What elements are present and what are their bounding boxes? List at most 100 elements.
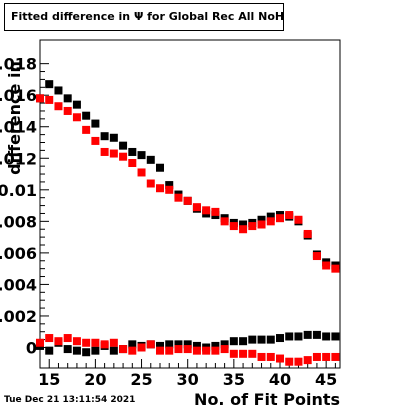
- data-point: [91, 346, 100, 355]
- data-point: [63, 94, 72, 103]
- data-point: [156, 341, 164, 350]
- y-tick-label: 0.012: [0, 149, 37, 168]
- data-point: [174, 340, 183, 349]
- y-tick-label: 0.014: [0, 118, 37, 137]
- data-point: [54, 102, 63, 111]
- data-point: [36, 94, 44, 103]
- data-point: [156, 163, 164, 172]
- data-point: [229, 349, 238, 358]
- data-point: [109, 338, 118, 347]
- data-point: [239, 337, 248, 346]
- data-point: [192, 203, 201, 212]
- x-tick-label: 45: [315, 370, 337, 389]
- data-point: [91, 136, 100, 145]
- data-point: [82, 348, 91, 357]
- data-point: [183, 196, 192, 205]
- data-point: [239, 349, 248, 358]
- data-point: [45, 80, 54, 89]
- data-point: [119, 141, 128, 150]
- data-point: [165, 181, 174, 190]
- y-tick-label: 0: [26, 339, 37, 358]
- data-point: [266, 217, 275, 226]
- data-point: [294, 357, 303, 366]
- data-point: [45, 346, 54, 355]
- data-point: [266, 335, 275, 344]
- data-point: [128, 159, 137, 167]
- data-point: [174, 345, 183, 354]
- data-point: [63, 106, 72, 115]
- data-point: [276, 354, 284, 363]
- data-point: [322, 261, 331, 270]
- data-point: [45, 334, 54, 343]
- data-point: [229, 337, 238, 346]
- data-point: [146, 179, 155, 188]
- data-point: [294, 215, 303, 224]
- data-point: [257, 220, 266, 229]
- data-point: [54, 86, 63, 95]
- data-point: [239, 225, 248, 234]
- data-point: [82, 338, 91, 347]
- data-point: [119, 152, 128, 161]
- y-axis-label: difference in: [5, 61, 24, 175]
- data-point: [109, 133, 118, 142]
- data-point: [109, 346, 118, 355]
- data-point: [331, 264, 340, 273]
- data-point: [248, 349, 257, 358]
- data-point: [276, 334, 284, 343]
- data-point: [82, 111, 91, 120]
- y-tick-label: 0.018: [0, 55, 37, 74]
- y-tick-label: 0.004: [0, 275, 37, 294]
- data-point: [100, 132, 109, 141]
- data-point: [72, 113, 81, 122]
- data-point: [285, 211, 294, 220]
- data-point: [220, 217, 229, 226]
- data-point: [229, 222, 238, 231]
- data-point: [174, 193, 183, 202]
- timestamp: Tue Dec 21 13:11:54 2021: [4, 395, 136, 405]
- data-point: [248, 222, 257, 231]
- data-point: [220, 340, 229, 349]
- y-tick-label: 0.002: [0, 307, 37, 326]
- y-tick-label: 0.006: [0, 244, 37, 263]
- data-point: [257, 352, 266, 361]
- data-point: [109, 149, 118, 158]
- data-point: [192, 346, 201, 355]
- data-point: [45, 95, 54, 104]
- data-point: [211, 341, 220, 350]
- data-point: [54, 337, 63, 346]
- data-point: [239, 220, 248, 229]
- data-point: [72, 337, 81, 346]
- data-point: [63, 345, 72, 354]
- y-tick-label: 0.016: [0, 86, 37, 105]
- x-tick-label: 30: [177, 370, 199, 389]
- data-point: [36, 338, 44, 347]
- x-tick-label: 40: [269, 370, 291, 389]
- x-tick-label: 25: [130, 370, 152, 389]
- data-point: [266, 212, 275, 221]
- data-point: [156, 346, 164, 355]
- data-point: [63, 334, 72, 343]
- data-point: [331, 352, 340, 361]
- data-point: [128, 340, 137, 349]
- data-point: [165, 185, 174, 194]
- chart-title: Fitted difference in Ψ for Global Rec Al…: [4, 3, 284, 31]
- data-point: [137, 343, 146, 352]
- data-point: [276, 214, 284, 223]
- data-point: [303, 229, 312, 238]
- data-point: [72, 346, 81, 355]
- data-point: [294, 332, 303, 341]
- data-point: [119, 345, 128, 354]
- data-point: [303, 330, 312, 339]
- data-point: [211, 207, 220, 216]
- data-point: [128, 346, 137, 355]
- data-point: [128, 147, 137, 156]
- data-point: [183, 345, 192, 354]
- x-tick-label: 20: [84, 370, 106, 389]
- data-point: [91, 119, 100, 128]
- data-point: [100, 147, 109, 156]
- data-point: [248, 335, 257, 344]
- data-point: [322, 332, 331, 341]
- x-tick-label: 35: [223, 370, 245, 389]
- data-point: [100, 340, 109, 349]
- data-point: [72, 100, 81, 109]
